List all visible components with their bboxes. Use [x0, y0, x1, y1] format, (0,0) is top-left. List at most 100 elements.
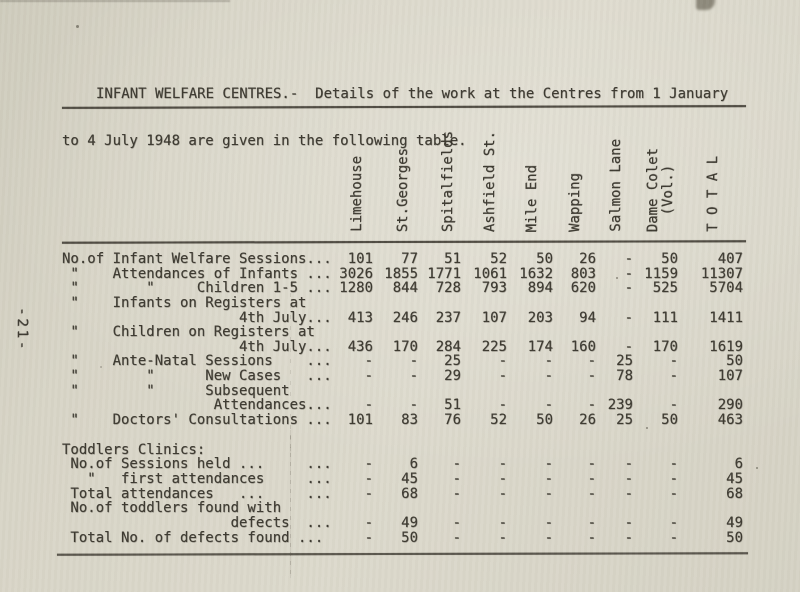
cell-value: 413 [347, 309, 373, 326]
cell-value: - [624, 309, 633, 326]
cell-value: - [364, 470, 373, 487]
cell-value: - [669, 529, 678, 546]
column-header-limehouse: Limehouse [349, 156, 365, 232]
cell-value: 170 [392, 338, 418, 355]
cell-value: 1280 [339, 280, 373, 297]
column-header-wapping: Wapping [567, 172, 583, 232]
row-label: Total attendances ... ... [62, 485, 332, 502]
cell-value: - [452, 485, 461, 502]
cell-value: 620 [570, 280, 596, 297]
cell-value: 246 [392, 309, 418, 326]
cell-value: - [498, 529, 507, 546]
cell-value: 50 [536, 412, 553, 429]
table-row: No.of Sessions held ... ... - 6 - - - - - - 6 [62, 457, 743, 472]
cell-value: 26 [579, 412, 596, 429]
table-body: No.of Infant Welfare Sessions... 101 77 51 5… [62, 252, 743, 545]
cell-value: - [498, 470, 507, 487]
cell-value: - [364, 514, 373, 531]
cell-value: - [544, 368, 553, 385]
table-row: 4th July... 436 170 284 225 174 160 - 170 1619 [62, 340, 743, 355]
row-label: Toddlers Clinics: [62, 441, 206, 458]
row-label: " " New Cases ... [62, 368, 332, 385]
cell-value: - [544, 456, 553, 473]
cell-value: - [498, 485, 507, 502]
cell-value: - [544, 529, 553, 546]
cell-value: 101 [347, 412, 373, 429]
cell-value: - [669, 485, 678, 502]
cell-value: 101 [347, 251, 373, 267]
ink-speck [76, 25, 79, 28]
row-label: No.of toddlers found with [62, 500, 282, 517]
column-header-t: T O T A L [705, 156, 721, 232]
table-row: No.of toddlers found with [62, 501, 743, 516]
column-header-mile: Mile End [524, 164, 540, 232]
cell-value: - [364, 397, 373, 414]
table-row: " " Subsequent [62, 382, 743, 399]
row-label: No.of Infant Welfare Sessions... [62, 251, 332, 267]
intro-line-2: to 4 July 1948 are given in the followin… [62, 132, 467, 149]
cell-value: 78 [616, 368, 633, 385]
cell-value: - [364, 368, 373, 385]
row-label: " " Subsequent [62, 382, 290, 399]
row-label: No.of Sessions held ... ... [62, 456, 332, 473]
cell-value: 407 [717, 251, 743, 267]
table-row: No.of Infant Welfare Sessions... 101 77 51 5… [62, 252, 743, 267]
table-section-heading: Toddlers Clinics: [62, 441, 743, 458]
cell-value: 25 [616, 412, 633, 429]
cell-value: - [587, 514, 596, 531]
table-row: Total attendances ... ... - 68 - - - - - - 68 [62, 485, 743, 502]
cell-value: 50 [726, 353, 743, 370]
cell-value: - [498, 368, 507, 385]
cell-value: - [587, 485, 596, 502]
scan-edge-shadow [0, 0, 230, 2]
cell-value: - [498, 514, 507, 531]
cell-value: - [624, 529, 633, 546]
cell-value: 525 [652, 280, 678, 297]
column-header-spitalfields: Spitalfields [440, 130, 456, 232]
cell-value: - [452, 470, 461, 487]
table-row: " Attendances of Infants ... 3026 1855 1771… [62, 265, 743, 282]
cell-value: 803 [570, 265, 596, 282]
table-row: 4th July... 413 246 237 107 203 94 - 111 1411 [62, 309, 743, 326]
cell-value: - [587, 529, 596, 546]
cell-value: 76 [444, 412, 461, 429]
cell-value: 107 [717, 368, 743, 385]
cell-value: 52 [490, 251, 507, 267]
row-label: Attendances... [62, 397, 332, 414]
paper-crease-lower [290, 430, 291, 578]
ink-speck [100, 366, 102, 368]
cell-value: 50 [661, 412, 678, 429]
row-label: " first attendances ... [62, 470, 332, 487]
cell-value: - [544, 485, 553, 502]
cell-value: - [452, 456, 461, 473]
cell-value: - [364, 529, 373, 546]
cell-value: 1619 [709, 338, 743, 355]
cell-value: 894 [527, 280, 553, 297]
row-label: " Doctors' Consultations ... [62, 412, 332, 429]
cell-value: 1771 [427, 265, 461, 282]
scan-blot-top-right [696, 0, 715, 10]
cell-value: 239 [607, 397, 633, 414]
cell-value: 111 [652, 309, 678, 326]
cell-value: 45 [401, 470, 418, 487]
cell-value: - [409, 397, 418, 414]
intro-paragraph: INFANT WELFARE CENTRES.- Details of the … [62, 56, 728, 180]
cell-value: - [544, 397, 553, 414]
ink-speck [616, 277, 618, 279]
cell-value: - [544, 470, 553, 487]
cell-value: 170 [652, 338, 678, 355]
cell-value: - [544, 514, 553, 531]
table-bottom-rule [56, 552, 749, 556]
cell-value: 284 [435, 338, 461, 355]
ink-speck [756, 467, 758, 469]
cell-value: - [624, 470, 633, 487]
column-header-salmon: Salmon Lane [608, 139, 624, 232]
cell-value: - [669, 514, 678, 531]
row-label: defects ... [62, 514, 332, 531]
cell-value: 107 [481, 309, 507, 326]
row-label: " Children on Registers at [62, 324, 315, 341]
cell-value: 51 [444, 251, 461, 267]
cell-value: - [364, 485, 373, 502]
cell-value: 25 [616, 353, 633, 370]
